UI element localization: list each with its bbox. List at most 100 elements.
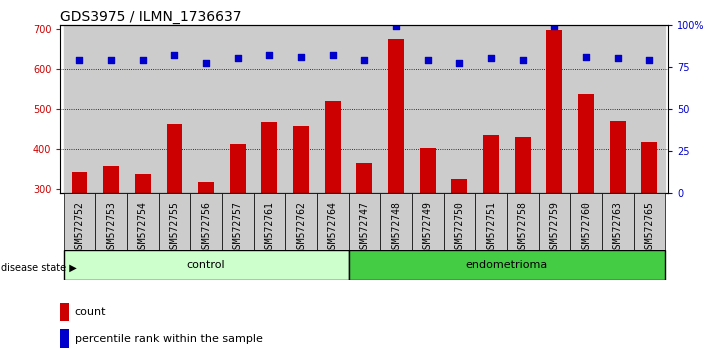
Text: GDS3975 / ILMN_1736637: GDS3975 / ILMN_1736637	[60, 10, 242, 24]
Point	[549, 24, 560, 29]
Point	[390, 24, 402, 29]
Bar	[380, 25, 412, 193]
Bar	[412, 193, 444, 250]
Bar	[602, 25, 634, 193]
Bar	[507, 25, 538, 193]
Bar	[285, 25, 317, 193]
Bar	[444, 25, 475, 193]
Point	[327, 52, 338, 58]
Bar	[127, 25, 159, 193]
Bar	[388, 39, 404, 193]
Point	[612, 56, 624, 61]
Text: GSM572747: GSM572747	[359, 201, 370, 254]
Bar	[166, 124, 182, 193]
Text: percentile rank within the sample: percentile rank within the sample	[75, 334, 262, 344]
Text: GSM572759: GSM572759	[550, 201, 560, 254]
Text: GSM572765: GSM572765	[644, 201, 654, 254]
Bar	[222, 193, 254, 250]
Bar	[103, 166, 119, 193]
Text: control: control	[187, 259, 225, 270]
Bar	[538, 193, 570, 250]
Text: GSM572750: GSM572750	[454, 201, 464, 254]
Bar	[60, 303, 70, 321]
Text: GSM572756: GSM572756	[201, 201, 211, 254]
Bar	[356, 163, 373, 193]
Text: GSM572753: GSM572753	[106, 201, 116, 254]
Bar	[159, 25, 191, 193]
Text: GSM572754: GSM572754	[138, 201, 148, 254]
Bar	[159, 193, 191, 250]
Bar	[507, 193, 538, 250]
Point	[232, 56, 243, 61]
Bar	[419, 148, 436, 193]
Bar	[483, 135, 499, 193]
Text: GSM572757: GSM572757	[232, 201, 242, 254]
Bar	[285, 193, 317, 250]
Text: GSM572749: GSM572749	[423, 201, 433, 254]
Text: GSM572752: GSM572752	[75, 201, 85, 254]
Bar	[348, 250, 665, 280]
Bar	[63, 250, 348, 280]
Bar	[538, 25, 570, 193]
Point	[105, 57, 117, 63]
Bar	[380, 193, 412, 250]
Bar	[547, 30, 562, 193]
Bar	[578, 95, 594, 193]
Bar	[610, 121, 626, 193]
Bar	[95, 25, 127, 193]
Bar	[475, 193, 507, 250]
Bar	[348, 25, 380, 193]
Text: GSM572761: GSM572761	[264, 201, 274, 254]
Text: count: count	[75, 307, 106, 317]
Text: GSM572764: GSM572764	[328, 201, 338, 254]
Point	[137, 57, 149, 63]
Text: GSM572762: GSM572762	[296, 201, 306, 254]
Bar	[254, 25, 285, 193]
Text: disease state ▶: disease state ▶	[1, 262, 77, 272]
Bar	[451, 178, 467, 193]
Bar	[262, 122, 277, 193]
Bar	[60, 329, 70, 348]
Bar	[135, 174, 151, 193]
Point	[454, 61, 465, 66]
Text: endometrioma: endometrioma	[466, 259, 548, 270]
Bar	[475, 25, 507, 193]
Bar	[348, 193, 380, 250]
Point	[74, 57, 85, 63]
Bar	[293, 126, 309, 193]
Bar	[444, 193, 475, 250]
Point	[517, 57, 528, 63]
Bar	[515, 137, 530, 193]
Bar	[63, 193, 95, 250]
Point	[358, 57, 370, 63]
Bar	[317, 25, 348, 193]
Text: GSM572763: GSM572763	[613, 201, 623, 254]
Point	[486, 56, 497, 61]
Text: GSM572758: GSM572758	[518, 201, 528, 254]
Bar	[634, 25, 665, 193]
Point	[295, 54, 306, 59]
Point	[201, 61, 212, 66]
Bar	[254, 193, 285, 250]
Point	[169, 52, 180, 58]
Point	[643, 57, 655, 63]
Bar	[230, 144, 246, 193]
Bar	[191, 25, 222, 193]
Bar	[95, 193, 127, 250]
Point	[422, 57, 434, 63]
Text: GSM572748: GSM572748	[391, 201, 401, 254]
Bar	[191, 193, 222, 250]
Bar	[570, 25, 602, 193]
Point	[580, 54, 592, 59]
Bar	[325, 101, 341, 193]
Point	[264, 52, 275, 58]
Bar	[127, 193, 159, 250]
Bar	[317, 193, 348, 250]
Bar	[72, 172, 87, 193]
Bar	[602, 193, 634, 250]
Bar	[198, 182, 214, 193]
Bar	[63, 25, 95, 193]
Text: GSM572760: GSM572760	[581, 201, 591, 254]
Text: GSM572755: GSM572755	[169, 201, 179, 254]
Bar	[222, 25, 254, 193]
